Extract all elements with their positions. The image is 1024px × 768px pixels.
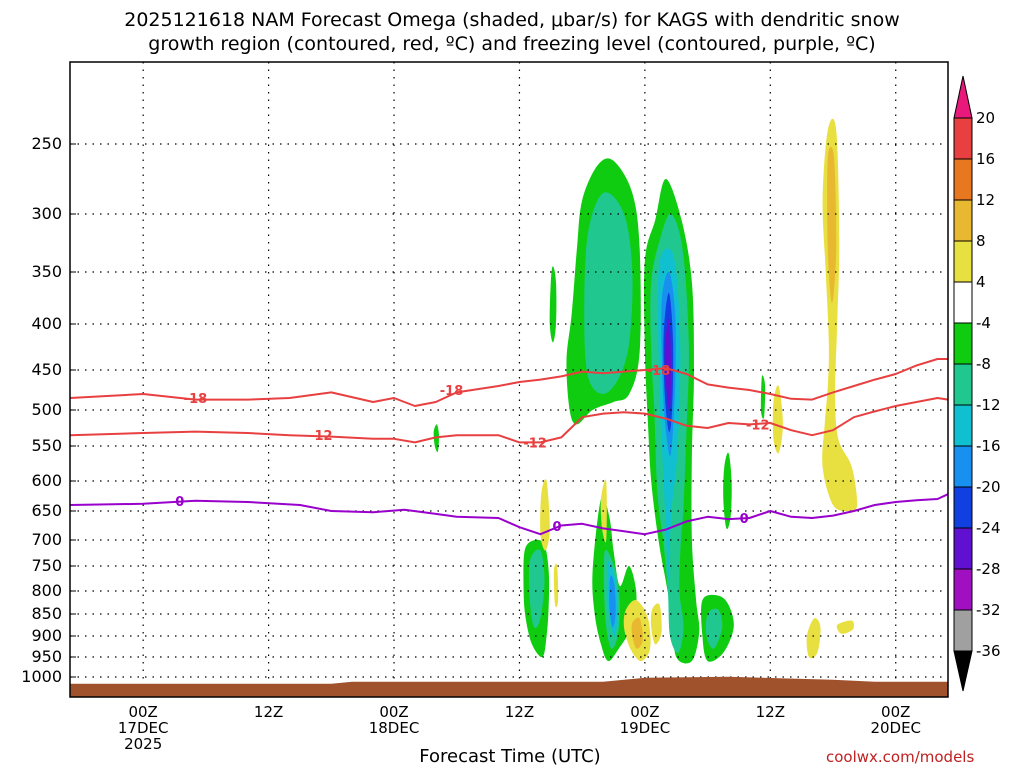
contour--12	[69, 397, 949, 444]
omega-region-8	[760, 375, 766, 419]
colorbar-segment-5	[953, 322, 973, 365]
colorbar-segment-2	[953, 199, 973, 242]
contour-label-0-2: 0	[740, 512, 749, 527]
y-tick-label-1000: 1000	[21, 667, 62, 686]
colorbar-top-arrow	[953, 75, 973, 119]
y-tick-label-350: 350	[31, 262, 62, 281]
omega-region-12	[528, 549, 545, 629]
colorbar-segment-0	[953, 117, 973, 160]
y-tick-label-700: 700	[31, 530, 62, 549]
x-tick-label-36-0: 12Z	[504, 703, 535, 721]
colorbar-segment-11	[953, 568, 973, 611]
x-tick-label-48-0: 00Z	[630, 703, 660, 721]
colorbar-tick-7: -12	[976, 396, 1001, 414]
y-tick-label-650: 650	[31, 501, 62, 520]
colorbar-segment-8	[953, 445, 973, 488]
colorbar-segment-1	[953, 158, 973, 201]
colorbar-tick-8: -16	[976, 437, 1001, 455]
colorbar-bottom-arrow	[953, 650, 973, 692]
omega-region-1	[549, 266, 557, 343]
colorbar-tick-0: 20	[976, 109, 996, 127]
omega-region-21	[540, 479, 550, 551]
y-tick-label-750: 750	[31, 556, 62, 575]
contour-label--18-0: -18	[184, 392, 208, 407]
terrain-fill	[70, 676, 948, 697]
chart-title-line-1: 2025121618 NAM Forecast Omega (shaded, μ…	[124, 9, 900, 31]
omega-shading-layer	[433, 118, 858, 664]
y-tick-label-300: 300	[31, 204, 62, 223]
omega-region-19	[664, 318, 672, 412]
colorbar-tick-10: -24	[976, 519, 1001, 537]
colorbar-tick-5: -4	[976, 314, 991, 332]
colorbar-tick-13: -36	[976, 642, 1001, 660]
colorbar-tick-11: -28	[976, 560, 1001, 578]
omega-region-22	[553, 563, 559, 608]
contour-label--12-1: -12	[523, 436, 547, 451]
plot-frame	[69, 61, 949, 698]
contour-layer: -18 -18 -18 -12 -12 -12 0 0 0	[69, 358, 949, 536]
colorbar-tick-3: 8	[976, 232, 986, 250]
colorbar-segment-7	[953, 404, 973, 447]
x-tick-label-0-0: 00Z	[128, 703, 158, 721]
contour--18	[69, 358, 948, 407]
omega-region-29	[827, 146, 837, 304]
x-tick-label-24-0: 00Z	[379, 703, 409, 721]
y-tick-label-250: 250	[31, 134, 62, 153]
x-tick-label-0-1: 17DEC	[117, 719, 169, 737]
y-tick-label-600: 600	[31, 471, 62, 490]
x-tick-label-24-1: 18DEC	[368, 719, 420, 737]
omega-region-25	[772, 385, 783, 454]
x-tick-label-72-0: 00Z	[881, 703, 911, 721]
colorbar-segment-9	[953, 486, 973, 529]
colorbar-tick-1: 16	[976, 150, 996, 168]
omega-region-13	[705, 608, 723, 649]
y-tick-label-950: 950	[31, 647, 62, 666]
omega-region-27	[806, 618, 821, 659]
colorbar-segment-4	[953, 281, 973, 324]
grid-layer	[70, 62, 948, 697]
y-tick-label-400: 400	[31, 314, 62, 333]
contour-label--18-1: -18	[440, 384, 464, 399]
terrain-layer	[70, 676, 948, 697]
contour-label--12-0: -12	[309, 429, 333, 444]
colorbar-tick-12: -32	[976, 601, 1001, 619]
contour-label-0-1: 0	[553, 520, 562, 535]
y-tick-label-850: 850	[31, 604, 62, 623]
colorbar-tick-2: 12	[976, 191, 996, 209]
contour-label--18-2: -18	[647, 364, 671, 379]
omega-region-9	[584, 192, 633, 394]
contour-label--12-2: -12	[746, 418, 770, 433]
colorbar	[953, 75, 973, 692]
x-tick-label-60-0: 12Z	[755, 703, 785, 721]
omega-region-30	[631, 617, 643, 649]
y-tick-label-900: 900	[31, 626, 62, 645]
x-axis-label: Forecast Time (UTC)	[419, 746, 601, 767]
x-tick-label-48-1: 19DEC	[619, 719, 671, 737]
colorbar-tick-6: -8	[976, 355, 991, 373]
contour-0	[69, 493, 949, 536]
colorbar-segment-6	[953, 363, 973, 406]
y-tick-label-450: 450	[31, 360, 62, 379]
omega-region-7	[723, 452, 732, 530]
y-tick-label-500: 500	[31, 400, 62, 419]
site-credit[interactable]: coolwx.com/models	[826, 748, 975, 766]
contour-label-0-0: 0	[175, 495, 184, 510]
x-tick-label-72-1: 20DEC	[870, 719, 922, 737]
omega-region-28	[836, 620, 855, 634]
y-tick-label-800: 800	[31, 581, 62, 600]
y-tick-label-550: 550	[31, 436, 62, 455]
chart-title-line-2: growth region (contoured, red, ºC) and f…	[148, 33, 876, 55]
colorbar-segment-12	[953, 609, 973, 652]
colorbar-segment-10	[953, 527, 973, 570]
colorbar-tick-4: 4	[976, 273, 986, 291]
x-tick-label-0-2: 2025	[124, 735, 163, 753]
x-tick-label-12-0: 12Z	[253, 703, 284, 721]
colorbar-tick-9: -20	[976, 478, 1001, 496]
colorbar-segment-3	[953, 240, 973, 283]
omega-region-24	[650, 603, 662, 645]
